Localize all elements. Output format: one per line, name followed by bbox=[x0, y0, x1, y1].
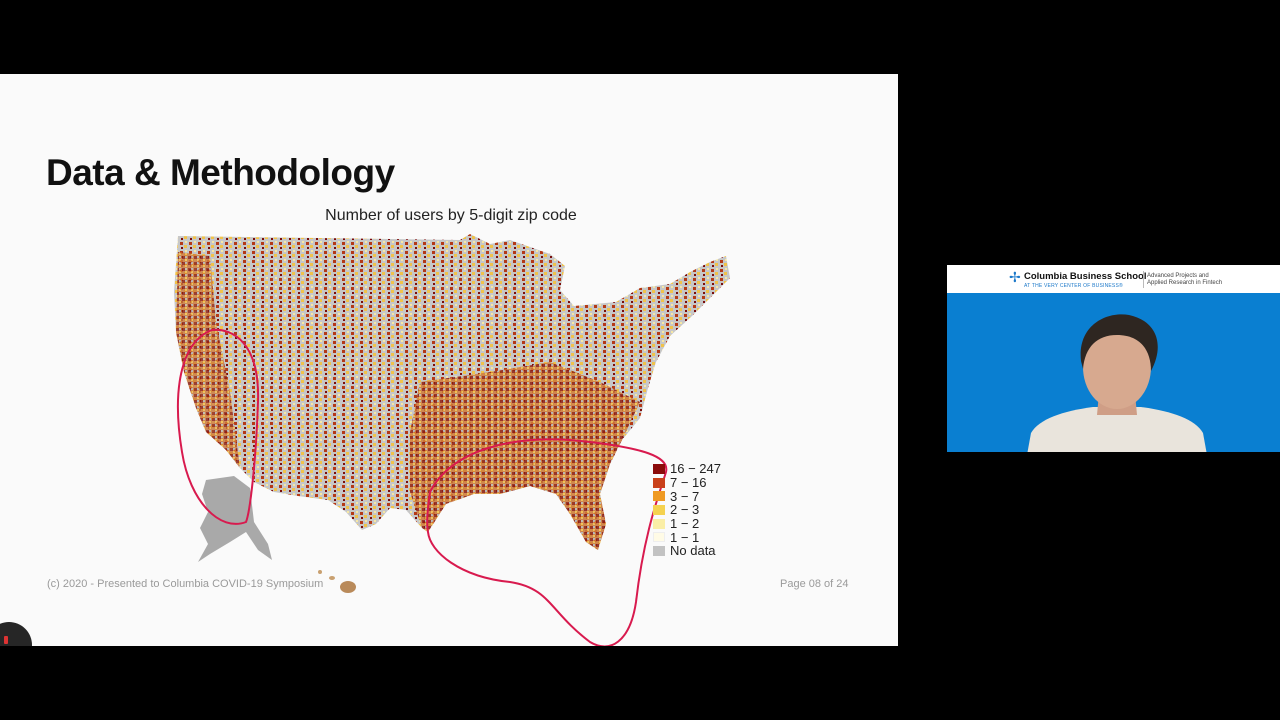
map-legend: 16 − 247 7 − 16 3 − 7 2 − 3 1 − 2 1 − 1 … bbox=[653, 461, 721, 559]
legend-label: 1 − 2 bbox=[670, 516, 700, 532]
legend-label: No data bbox=[670, 543, 716, 559]
legend-item: 2 − 3 bbox=[653, 502, 721, 518]
west-coast-dense-region bbox=[176, 252, 240, 468]
legend-item: No data bbox=[653, 543, 721, 559]
west-annotation-circle bbox=[177, 328, 260, 525]
legend-swatch bbox=[653, 504, 665, 515]
legend-swatch bbox=[653, 463, 665, 474]
speaker-video-tile[interactable]: ✢ Columbia Business School AT THE VERY C… bbox=[947, 265, 1280, 452]
record-indicator-icon bbox=[4, 636, 8, 644]
alaska-shape bbox=[198, 476, 272, 562]
legend-swatch bbox=[653, 545, 665, 556]
presentation-slide: Data & Methodology Number of users by 5-… bbox=[0, 74, 898, 646]
legend-item: 1 − 2 bbox=[653, 516, 721, 532]
school-tagline: AT THE VERY CENTER OF BUSINESS® bbox=[1024, 283, 1123, 289]
legend-swatch bbox=[653, 518, 665, 529]
hawaii-shape bbox=[340, 581, 356, 593]
crown-icon: ✢ bbox=[1009, 269, 1021, 285]
us-zipcode-map bbox=[174, 234, 730, 646]
program-line-2: Applied Research in Fintech bbox=[1147, 280, 1223, 286]
legend-swatch bbox=[653, 532, 665, 543]
legend-label: 1 − 1 bbox=[670, 529, 700, 545]
legend-item: 1 − 1 bbox=[653, 529, 721, 545]
legend-item: 7 − 16 bbox=[653, 475, 721, 491]
southeast-annotation-circle bbox=[426, 438, 668, 646]
school-name: Columbia Business School bbox=[1024, 271, 1147, 282]
legend-label: 16 − 247 bbox=[670, 461, 721, 477]
program-line-1: Advanced Projects and bbox=[1147, 273, 1209, 279]
slide-page-number: Page 08 of 24 bbox=[780, 578, 849, 590]
speaker-silhouette bbox=[1027, 314, 1207, 452]
presenter-menu-button[interactable] bbox=[0, 622, 32, 646]
columbia-banner: ✢ Columbia Business School AT THE VERY C… bbox=[947, 265, 1280, 293]
slide-footer-copyright: (c) 2020 - Presented to Columbia COVID-1… bbox=[47, 578, 324, 590]
slide-title: Data & Methodology bbox=[46, 152, 395, 193]
map-title: Number of users by 5-digit zip code bbox=[325, 207, 577, 224]
legend-swatch bbox=[653, 491, 665, 502]
legend-item: 3 − 7 bbox=[653, 488, 721, 504]
legend-item: 16 − 247 bbox=[653, 461, 721, 477]
legend-label: 2 − 3 bbox=[670, 502, 700, 518]
southeast-dense-region bbox=[410, 362, 640, 550]
legend-swatch bbox=[653, 477, 665, 488]
legend-label: 3 − 7 bbox=[670, 488, 700, 504]
legend-label: 7 − 16 bbox=[670, 475, 707, 491]
banner-divider bbox=[1143, 271, 1144, 288]
